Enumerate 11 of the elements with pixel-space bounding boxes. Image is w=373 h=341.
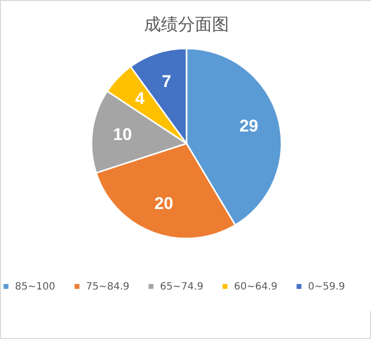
legend-label: 60~64.9 [234, 281, 278, 292]
data-label: 4 [135, 88, 146, 108]
data-label: 7 [162, 72, 172, 92]
legend-label: 0~59.9 [308, 281, 346, 292]
data-label: 29 [239, 116, 258, 136]
legend-label: 85~100 [15, 281, 56, 292]
legend-label: 65~74.9 [160, 281, 204, 292]
data-label: 10 [113, 124, 132, 144]
data-label: 20 [154, 194, 174, 213]
chart-title: 成绩分面图 [144, 15, 229, 35]
legend-label: 75~84.9 [86, 281, 130, 292]
